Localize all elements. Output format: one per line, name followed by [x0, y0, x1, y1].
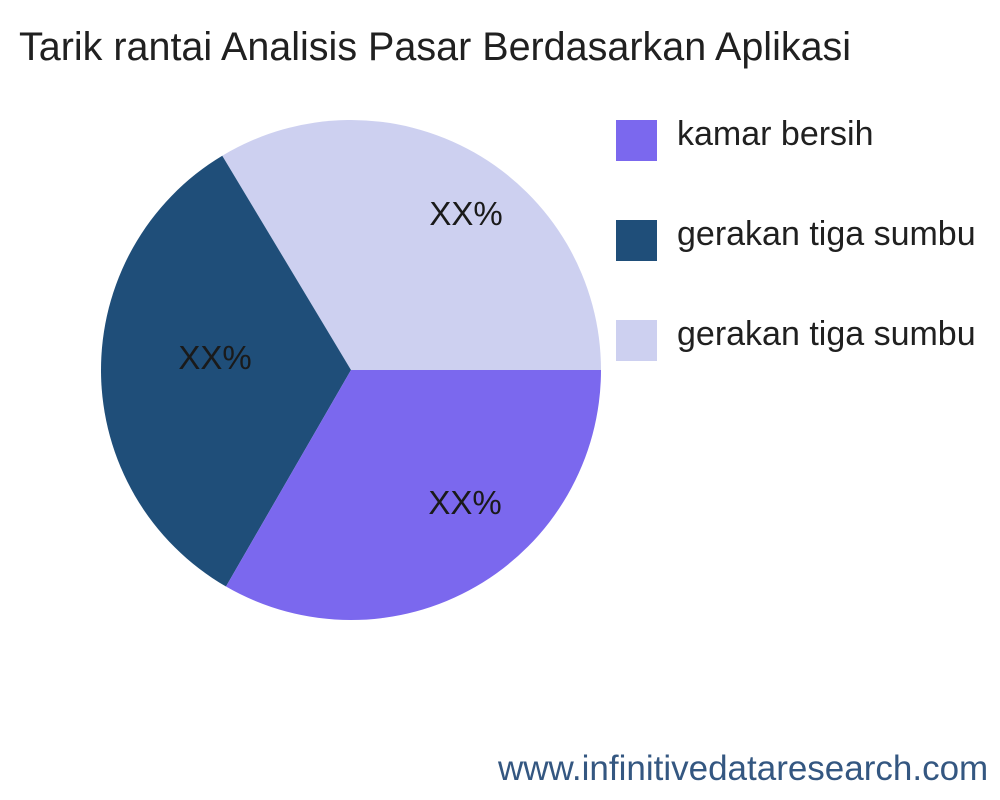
svg-text:XX%: XX%: [429, 195, 502, 232]
svg-text:XX%: XX%: [178, 339, 251, 376]
svg-text:XX%: XX%: [428, 484, 501, 521]
